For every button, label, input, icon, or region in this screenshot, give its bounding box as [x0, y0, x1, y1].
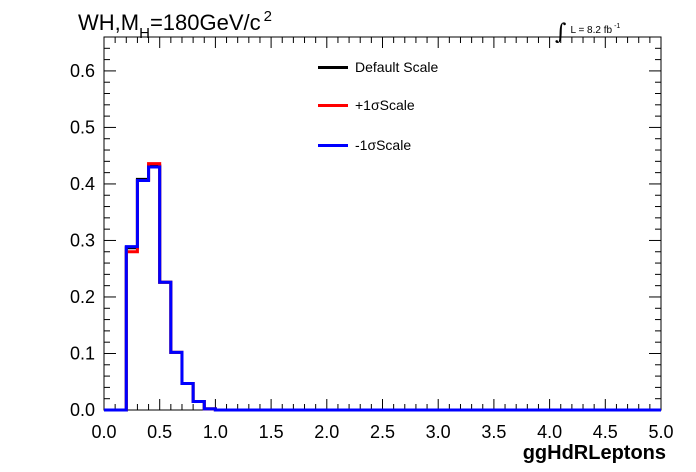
luminosity-label: ∫ L = 8.2 fb -1 — [555, 20, 621, 45]
legend-swatch-minus1sigma — [318, 144, 348, 147]
x-axis-title: ggHdRLeptons — [522, 442, 666, 464]
series-default-scale — [104, 164, 661, 412]
series-plus1sigma-scale — [104, 162, 661, 412]
x-tick-label: 1.0 — [203, 422, 228, 442]
legend-swatch-default — [318, 66, 348, 69]
x-tick-label: 2.5 — [370, 422, 395, 442]
y-tick-label: 0.2 — [70, 287, 95, 307]
x-tick-label: 3.0 — [426, 422, 451, 442]
tick-labels: 0.0 0.5 1.0 1.5 2.0 2.5 3.0 3.5 4.0 4.5 5.0 0.0 0.1 0… — [70, 61, 674, 442]
x-tick-label: 4.0 — [537, 422, 562, 442]
y-tick-label: 0.3 — [70, 230, 95, 250]
x-tick-label: 0.0 — [91, 422, 116, 442]
y-tick-label: 0.6 — [70, 61, 95, 81]
x-tick-label: 2.0 — [314, 422, 339, 442]
y-tick-label: 0.4 — [70, 174, 95, 194]
plot-frame — [103, 36, 662, 411]
legend-swatch-plus1sigma — [318, 104, 348, 107]
x-tick-label: 3.5 — [481, 422, 506, 442]
y-tick-label: 0.0 — [70, 400, 95, 420]
y-tick-label: 0.5 — [70, 117, 95, 137]
series-minus1sigma-scale — [104, 165, 661, 412]
x-tick-label: 0.5 — [147, 422, 172, 442]
axes — [103, 36, 662, 411]
x-tick-label: 4.5 — [593, 422, 618, 442]
integral-symbol: ∫ — [555, 20, 567, 45]
x-tick-label: 1.5 — [259, 422, 284, 442]
chart-title: WH,MH=180GeV/c 2 — [78, 8, 272, 42]
series-layer — [104, 162, 661, 412]
y-tick-label: 0.1 — [70, 343, 95, 363]
x-tick-label: 5.0 — [648, 422, 673, 442]
